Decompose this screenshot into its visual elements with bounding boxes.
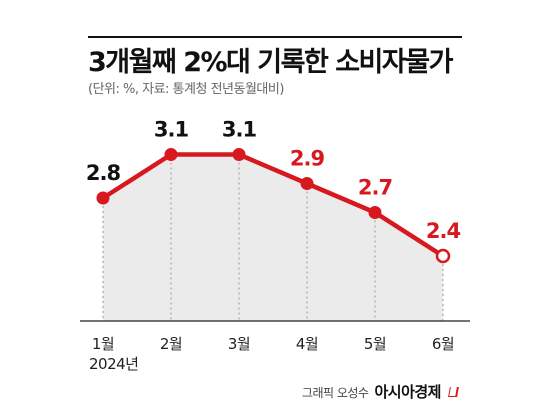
x-tick-label-5: 5월 [364, 335, 386, 353]
credit-brand: 아시아경제 [374, 383, 441, 401]
data-label-4: 2.9 [290, 147, 325, 171]
data-point-2 [164, 148, 178, 161]
series-line-layer [100, 152, 446, 259]
x-year-label: 2024년 [89, 355, 138, 373]
data-points [96, 148, 451, 264]
top-rule [88, 36, 462, 38]
x-tick-label-4: 4월 [296, 335, 318, 353]
data-point-4 [300, 177, 314, 190]
brand-mark-icon [448, 387, 459, 397]
chart-title: 3개월째 2%대 기록한 소비자물가 [88, 47, 453, 78]
area-layer [103, 154, 443, 321]
x-tick-label-2: 2월 [160, 335, 182, 353]
x-tick-labels: 1월 2월 3월 4월 5월 6월 2024년 [89, 335, 455, 373]
series-line [100, 152, 446, 259]
data-label-1: 2.8 [86, 161, 121, 185]
data-label-5: 2.7 [358, 176, 392, 200]
data-point-1 [96, 191, 110, 205]
data-label-6: 2.4 [426, 219, 461, 243]
credit-author: 그래픽 오성수 [301, 386, 369, 400]
chart-subtitle: (단위: %, 자료: 통계청 전년동월대비) [88, 82, 284, 97]
data-point-6 [435, 248, 451, 264]
x-tick-label-6: 6월 [432, 335, 454, 353]
data-point-3 [232, 148, 246, 161]
data-label-3: 3.1 [222, 118, 257, 142]
data-labels: 2.8 3.1 3.1 2.9 2.7 2.4 [86, 118, 462, 244]
data-label-2: 3.1 [154, 118, 189, 142]
grid-layer [102, 162, 444, 321]
credit: 그래픽 오성수 아시아경제 [301, 381, 459, 402]
x-tick-label-3: 3월 [228, 335, 250, 353]
x-tick-label-1: 1월 [92, 335, 114, 353]
area-fill [103, 154, 443, 321]
data-point-5 [368, 206, 382, 219]
